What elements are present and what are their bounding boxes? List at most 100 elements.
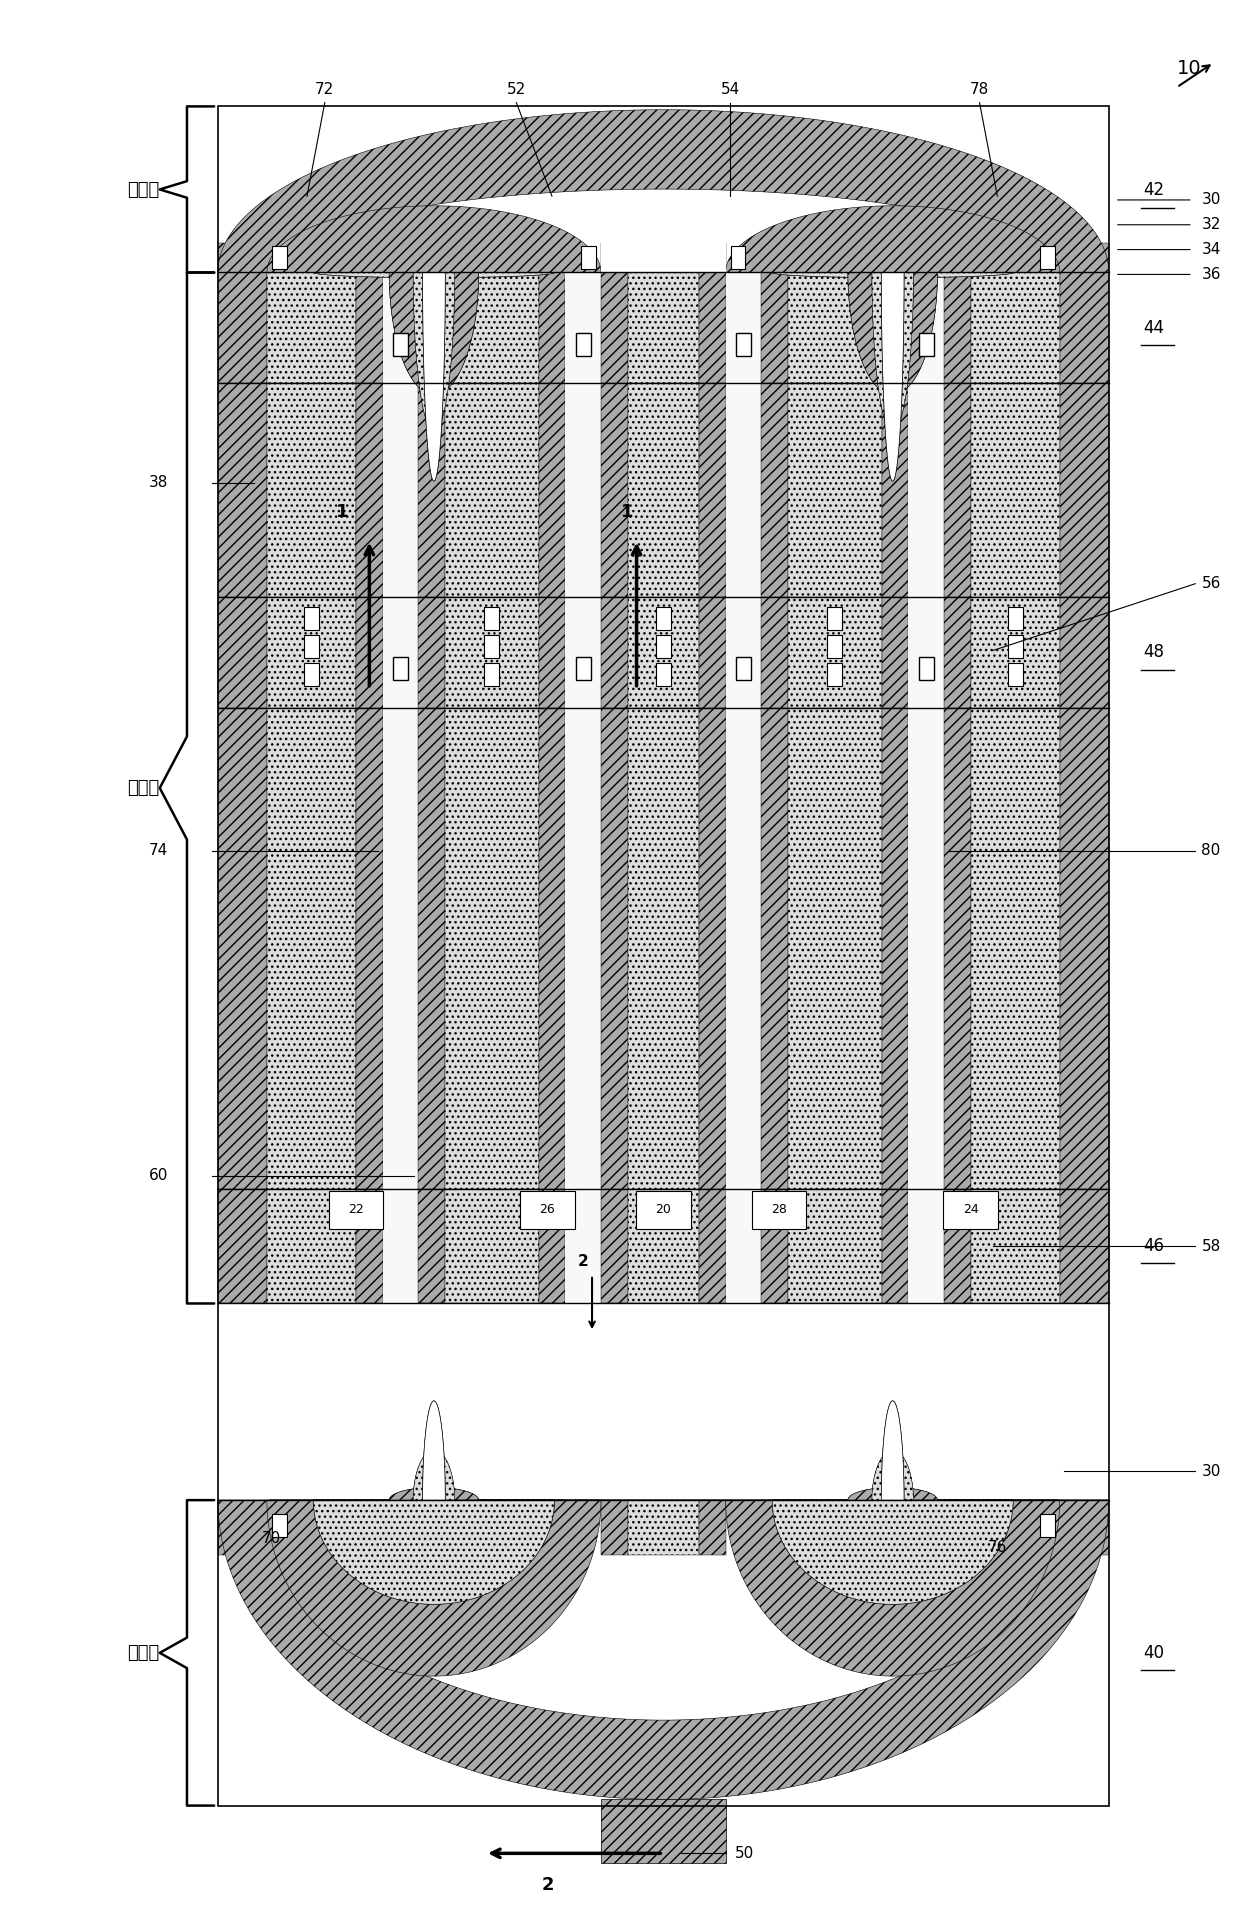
Bar (944, 597, 971, 707)
Bar (418, 273, 445, 382)
Bar (218, 1501, 1109, 1805)
Bar (418, 243, 445, 273)
Bar (751, 1191, 806, 1229)
Bar (218, 1189, 267, 1304)
Bar (272, 1514, 286, 1537)
Bar (699, 1189, 725, 1304)
Text: 26: 26 (539, 1203, 556, 1216)
Text: 20: 20 (656, 1203, 671, 1216)
Bar (601, 243, 627, 273)
Bar (575, 333, 590, 356)
Bar (267, 382, 356, 1304)
Bar (699, 273, 725, 382)
Polygon shape (423, 273, 445, 482)
Bar (787, 273, 882, 382)
Bar (484, 608, 498, 631)
Bar (267, 1189, 356, 1304)
Bar (1040, 247, 1055, 270)
Bar (356, 597, 383, 707)
Text: 80: 80 (1202, 843, 1220, 858)
Bar (699, 243, 725, 273)
Bar (601, 1799, 725, 1862)
Bar (737, 658, 751, 681)
Bar (356, 382, 383, 1304)
Bar (908, 597, 944, 707)
Bar (971, 597, 1060, 707)
Bar (971, 1501, 1060, 1554)
Bar (971, 243, 1060, 273)
Bar (737, 333, 751, 356)
Bar (656, 608, 671, 631)
Bar (445, 1189, 538, 1304)
Bar (882, 1189, 908, 1304)
Polygon shape (848, 273, 937, 432)
Polygon shape (882, 1401, 904, 1501)
Bar (272, 247, 286, 270)
Bar (267, 243, 356, 273)
Text: 36: 36 (1202, 268, 1221, 281)
Bar (944, 243, 971, 273)
Bar (445, 273, 538, 382)
Bar (582, 247, 596, 270)
Bar (627, 1189, 699, 1304)
Bar (699, 1501, 725, 1554)
Bar (383, 382, 418, 1304)
Polygon shape (314, 1488, 554, 1604)
Bar (1060, 382, 1109, 1304)
Bar (1060, 243, 1109, 273)
Bar (971, 382, 1060, 1304)
Text: 44: 44 (1143, 319, 1164, 337)
Text: 22: 22 (348, 1203, 363, 1216)
Bar (445, 382, 538, 1304)
Bar (882, 382, 908, 1304)
Polygon shape (267, 1501, 601, 1677)
Bar (1040, 1514, 1055, 1537)
Polygon shape (725, 1501, 1060, 1677)
Bar (725, 1189, 761, 1304)
Polygon shape (773, 1488, 1013, 1604)
Bar (971, 1189, 1060, 1304)
Bar (882, 597, 908, 707)
Bar (699, 382, 725, 1304)
Bar (627, 382, 699, 1304)
Text: 54: 54 (720, 82, 740, 98)
Polygon shape (423, 1401, 445, 1501)
Bar (919, 658, 934, 681)
Bar (383, 1189, 418, 1304)
Bar (218, 273, 267, 382)
Bar (1060, 1189, 1109, 1304)
Bar (304, 608, 319, 631)
Bar (538, 1501, 565, 1554)
Bar (725, 382, 761, 1304)
Text: 70: 70 (262, 1532, 281, 1545)
Bar (521, 1191, 574, 1229)
Bar (218, 382, 267, 1304)
Bar (575, 658, 590, 681)
Polygon shape (725, 206, 1060, 277)
Bar (304, 635, 319, 658)
Bar (418, 597, 445, 707)
Bar (418, 382, 445, 1304)
Bar (787, 382, 882, 1304)
Polygon shape (848, 1451, 937, 1501)
Bar (944, 1189, 971, 1304)
Bar (601, 597, 627, 707)
Bar (1060, 1501, 1109, 1554)
Bar (601, 1501, 627, 1554)
Text: 1: 1 (336, 503, 348, 520)
Text: 60: 60 (149, 1168, 169, 1184)
Bar (218, 1501, 267, 1554)
Bar (944, 1501, 971, 1554)
Text: 46: 46 (1143, 1237, 1164, 1254)
Text: 1: 1 (621, 503, 634, 520)
Polygon shape (389, 1451, 479, 1501)
Bar (304, 663, 319, 686)
Bar (827, 663, 842, 686)
Text: 76: 76 (988, 1541, 1007, 1554)
Polygon shape (218, 109, 1109, 273)
Bar (787, 1189, 882, 1304)
Text: 74: 74 (149, 843, 169, 858)
Text: 24: 24 (962, 1203, 978, 1216)
Bar (565, 382, 601, 1304)
Bar (538, 243, 565, 273)
